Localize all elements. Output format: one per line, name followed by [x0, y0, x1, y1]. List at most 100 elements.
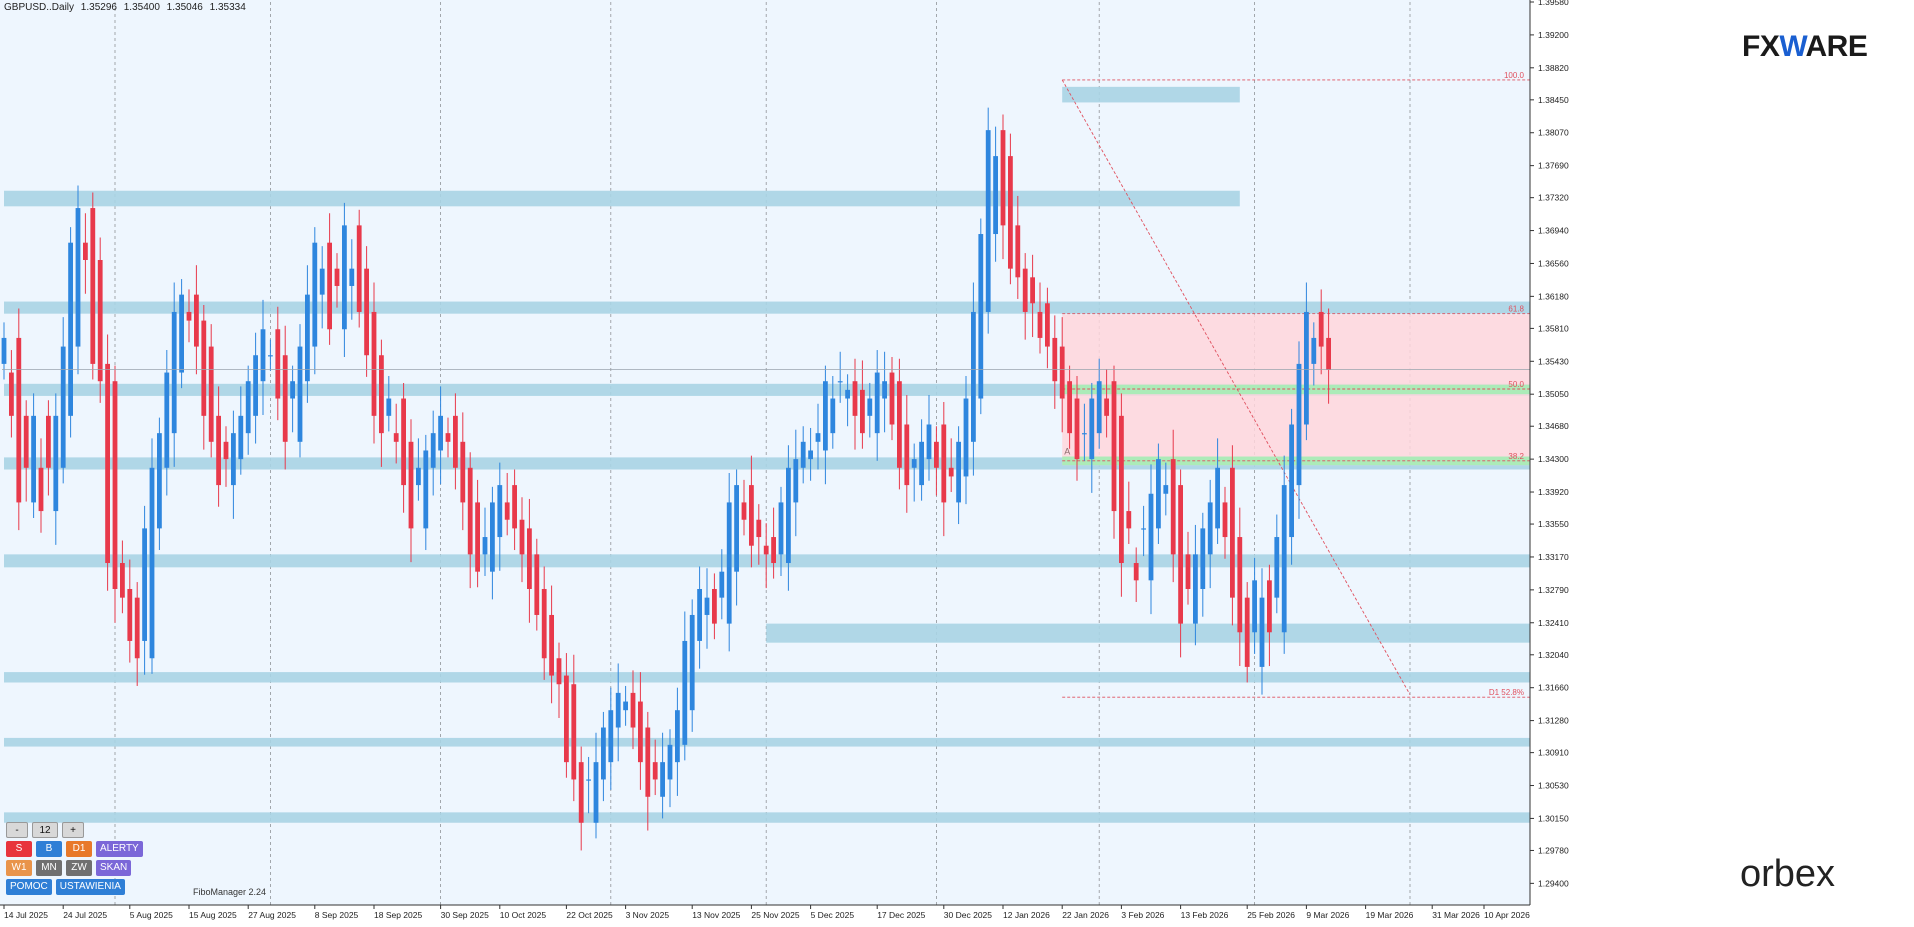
candle-body [874, 372, 880, 434]
candle-body [1030, 277, 1035, 304]
time-tick-label: 22 Oct 2025 [566, 910, 613, 920]
low-value: 1.35046 [166, 2, 203, 13]
candle-body [127, 588, 133, 641]
candle-body [778, 502, 784, 555]
candle-body [430, 433, 436, 468]
scan-button[interactable]: SKAN [96, 860, 132, 876]
candle-body [823, 381, 828, 451]
time-tick-label: 8 Sep 2025 [315, 910, 359, 920]
candle-body [571, 684, 577, 780]
fxware-logo-w: W [1779, 30, 1806, 63]
candle-body [460, 441, 466, 503]
candle-body [549, 614, 554, 676]
candle-body [38, 467, 44, 512]
candle-body [1089, 398, 1095, 460]
alerts-button[interactable]: ALERTY [96, 841, 143, 857]
candle-body [393, 433, 399, 442]
candle-body [53, 415, 59, 512]
control-panel: - 12 + S B D1 ALERTY W1 MN ZW SKAN POMOC… [6, 822, 143, 898]
candle-body [164, 372, 170, 468]
candle-body [245, 381, 251, 434]
candle-body [919, 441, 924, 486]
w1-button[interactable]: W1 [6, 860, 32, 876]
zw-button[interactable]: ZW [66, 860, 92, 876]
candle-body [726, 502, 732, 624]
candle-body [238, 415, 244, 460]
count-field[interactable]: 12 [32, 822, 58, 838]
candle-body [1178, 485, 1183, 624]
candle-body [719, 571, 725, 598]
decrease-button[interactable]: - [6, 822, 28, 838]
candle-body [897, 381, 902, 468]
price-tick-label: 1.36940 [1538, 226, 1569, 236]
candle-body [31, 415, 36, 503]
time-tick-label: 17 Dec 2025 [877, 910, 925, 920]
candle-body [1200, 528, 1206, 589]
candle-body [704, 597, 710, 615]
sell-button[interactable]: S [6, 841, 32, 857]
candle-body [342, 225, 347, 330]
candlesticks [1, 107, 1331, 851]
candle-body [208, 346, 214, 442]
price-tick-label: 1.31660 [1538, 683, 1569, 693]
buy-button[interactable]: B [36, 841, 62, 857]
candle-body [689, 614, 695, 711]
candle-body [1281, 485, 1287, 633]
candle-body [763, 545, 769, 555]
time-tick-label: 13 Feb 2026 [1181, 910, 1229, 920]
candle-body [1022, 268, 1028, 312]
candle-body [1126, 511, 1132, 529]
sr-zone [766, 623, 1530, 643]
price-tick-label: 1.32040 [1538, 650, 1569, 660]
price-tick-label: 1.39580 [1538, 0, 1569, 7]
time-tick-label: 5 Dec 2025 [811, 910, 855, 920]
candle-body [1141, 528, 1146, 530]
price-tick-label: 1.34680 [1538, 421, 1569, 431]
candle-body [660, 762, 665, 797]
candle-body [260, 329, 266, 382]
candle-body [467, 467, 473, 555]
candle-body [319, 268, 325, 295]
candle-body [889, 372, 895, 425]
candle-body [601, 727, 606, 780]
candle-body [527, 528, 532, 589]
price-tick-label: 1.35810 [1538, 323, 1569, 333]
candle-body [312, 242, 318, 347]
candle-body [68, 242, 73, 416]
d1-button[interactable]: D1 [66, 841, 92, 857]
help-button[interactable]: POMOC [6, 879, 52, 895]
candle-body [1237, 537, 1243, 633]
candle-body [497, 485, 503, 538]
price-tick-label: 1.30530 [1538, 781, 1569, 791]
candle-body [578, 762, 584, 823]
price-axis: 1.39580 1.39200 1.38820 1.38450 1.38070 1.376… [1529, 0, 1914, 922]
fibo-manager-label: FiboManager 2.24 [193, 887, 267, 897]
price-tick-label: 1.31280 [1538, 716, 1569, 726]
candle-body [1, 337, 7, 364]
candle-body [1163, 485, 1169, 494]
time-tick-label: 19 Mar 2026 [1366, 910, 1414, 920]
fxware-logo-suffix: ARE [1805, 30, 1868, 63]
time-tick-label: 24 Jul 2025 [63, 910, 107, 920]
candle-body [142, 528, 147, 641]
candle-body [837, 381, 843, 383]
candle-body [157, 433, 162, 529]
candle-body [971, 311, 976, 442]
increase-button[interactable]: + [62, 822, 84, 838]
candle-body [46, 415, 51, 468]
candle-body [882, 381, 887, 399]
candle-body [83, 242, 88, 260]
sr-zone [4, 812, 1530, 823]
candle-body [793, 459, 799, 503]
settings-button[interactable]: USTAWIENIA [55, 879, 125, 895]
candle-body [934, 441, 939, 468]
time-tick-label: 10 Apr 2026 [1484, 910, 1530, 920]
candle-body [1148, 493, 1154, 581]
candle-body [327, 242, 332, 330]
candle-body [623, 701, 628, 711]
mn-button[interactable]: MN [36, 860, 62, 876]
candle-body [401, 398, 406, 486]
sr-zone [4, 190, 1240, 207]
